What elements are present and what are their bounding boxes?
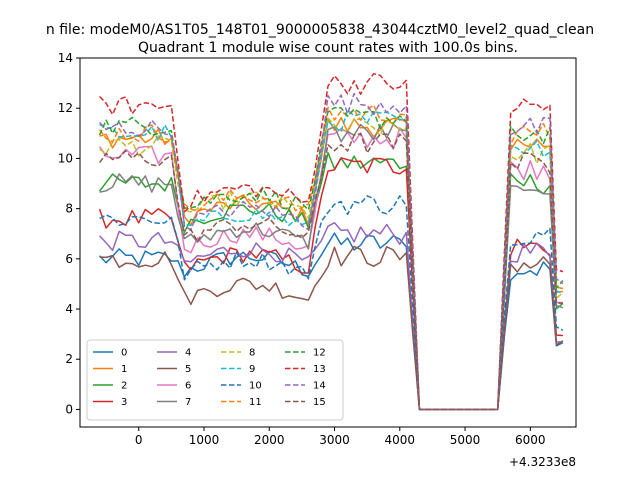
legend-label: 4 [185,348,191,359]
figure-suptitle: n file: modeM0/AS1T05_148T01_9000005838_… [46,22,594,38]
legend-label: 14 [313,381,326,392]
x-tick-label: 4000 [385,433,416,447]
legend-label: 2 [121,381,127,392]
chart-title: Quadrant 1 module wise count rates with … [138,40,518,56]
legend-label: 12 [313,348,326,359]
y-tick-label: 2 [65,352,73,366]
y-tick-label: 0 [65,402,73,416]
x-tick-label: 5000 [450,433,481,447]
legend-box [86,339,344,421]
y-tick-label: 14 [58,51,73,65]
legend-label: 1 [121,364,127,375]
series-line-15 [98,132,563,411]
x-axis: 0 1000 2000 3000 4000 5000 6000 [135,427,546,447]
legend-label: 15 [313,397,326,408]
y-tick-label: 6 [65,252,73,266]
y-tick-label: 10 [58,151,73,165]
legend-label: 10 [249,381,262,392]
series-line-9 [99,109,564,411]
y-tick-label: 8 [65,202,73,216]
legend-label: 11 [249,397,262,408]
axes-frame [79,57,577,428]
x-tick-label: 6000 [515,433,546,447]
legend-label: 9 [249,364,255,375]
legend-label: 3 [121,397,127,408]
legend-label: 8 [249,348,255,359]
legend-label: 0 [121,348,127,359]
y-axis: 0 2 4 6 8 10 12 14 [58,51,80,416]
legend-label: 6 [185,381,191,392]
legend-label: 5 [185,364,191,375]
y-tick-label: 12 [58,101,73,115]
legend-label: 13 [313,364,326,375]
x-axis-offset-label: +4.3233e8 [509,455,576,469]
x-tick-label: 2000 [254,433,285,447]
series-lines [98,73,564,411]
x-tick-label: 3000 [319,433,350,447]
y-tick-label: 4 [65,302,73,316]
x-tick-label: 0 [135,433,143,447]
legend-label: 7 [185,397,191,408]
x-tick-label: 1000 [189,433,220,447]
